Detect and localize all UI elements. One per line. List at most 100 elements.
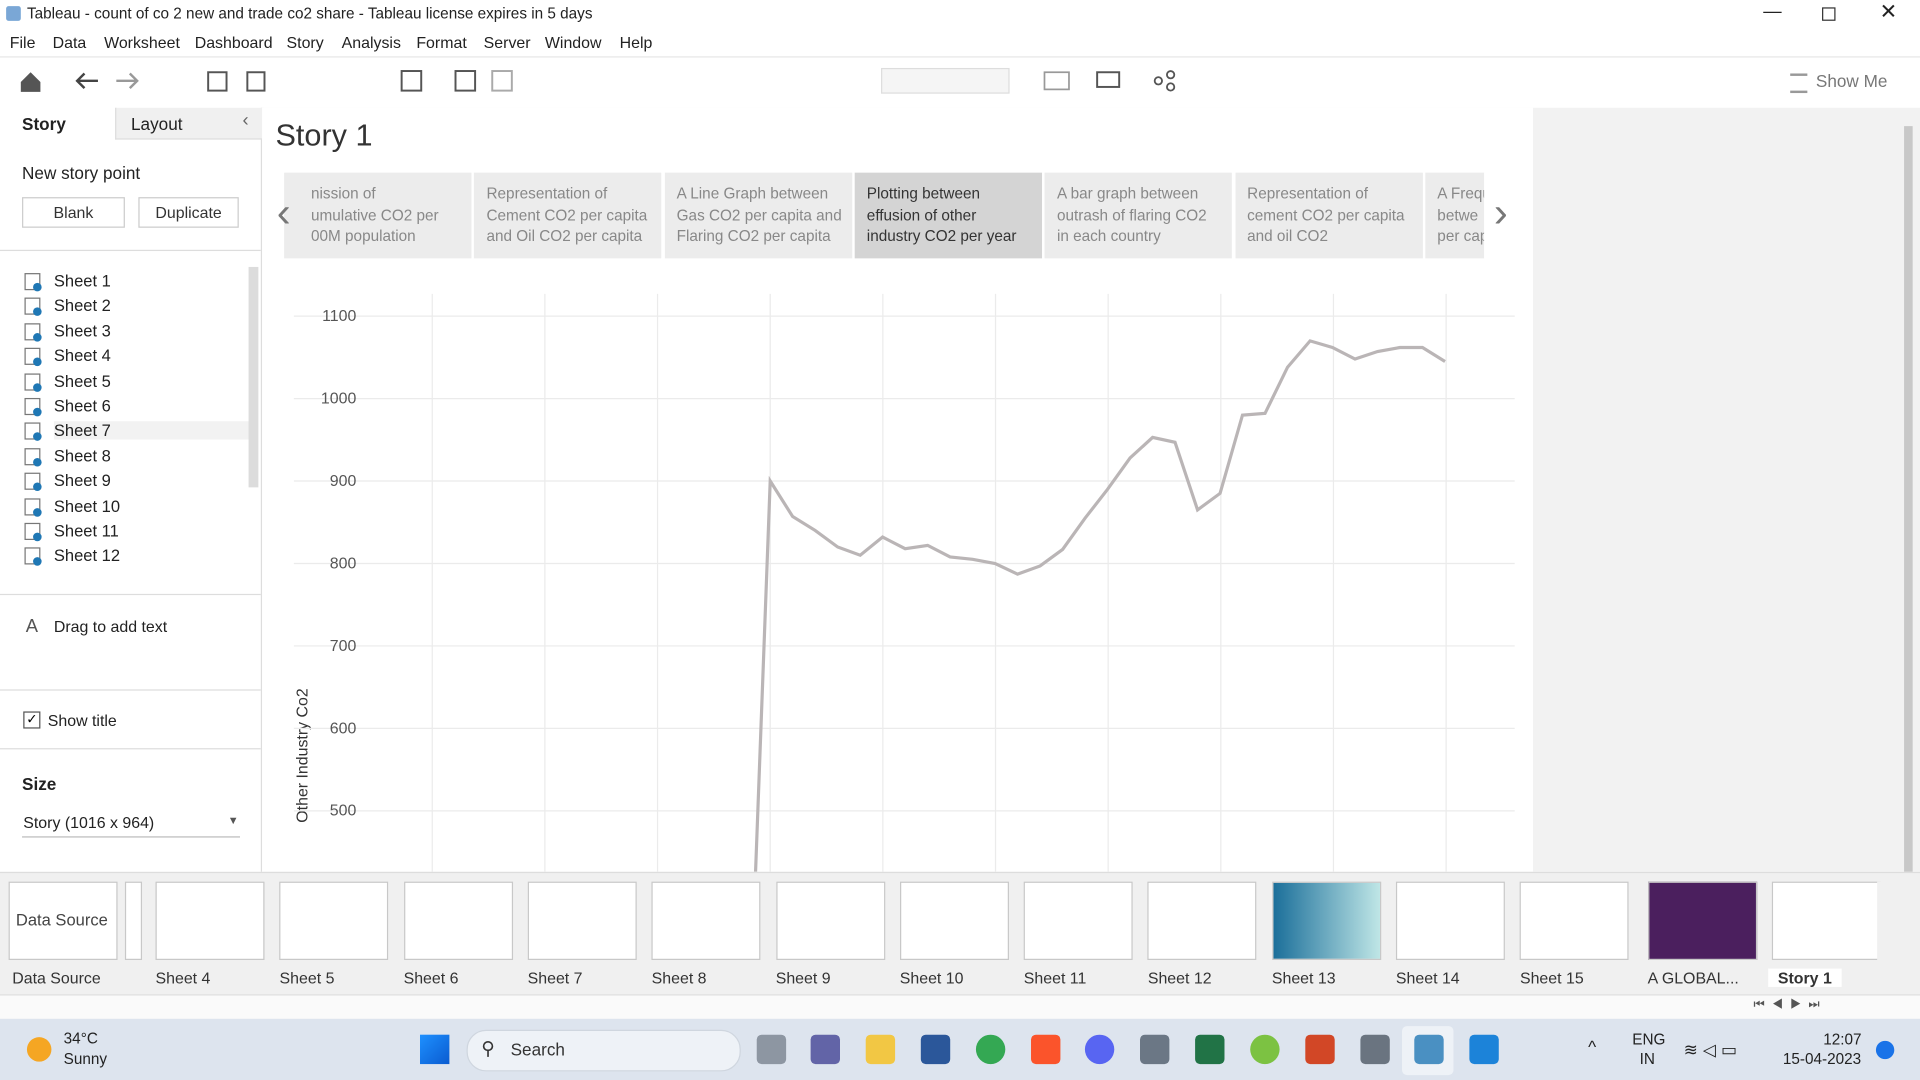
tableau[interactable] [1414, 1034, 1444, 1065]
taskbar [0, 1018, 1920, 1080]
show-me[interactable]: Show Me [1815, 71, 1888, 91]
y-tick-label: 700 [330, 638, 357, 655]
size-value[interactable]: Story (1016 x 964) [23, 813, 155, 832]
story-point[interactable]: A Frequ betwe per cap [1425, 172, 1485, 259]
discord[interactable] [1084, 1034, 1115, 1065]
cards-icon[interactable] [1043, 71, 1070, 91]
menu-item[interactable]: Format [416, 33, 467, 52]
show-me-icon [1790, 73, 1808, 94]
sheet-item[interactable]: Sheet 9 [53, 471, 111, 491]
divider [0, 593, 261, 596]
teams[interactable] [810, 1034, 840, 1065]
data-source-thumb[interactable] [8, 881, 118, 960]
story-point[interactable]: nission of umulative CO2 per 00M populatio… [284, 172, 472, 259]
sheet-item[interactable]: Sheet 3 [53, 321, 111, 341]
explorer[interactable] [865, 1034, 896, 1065]
duplicate-icon[interactable] [454, 70, 477, 92]
sheet-item[interactable]: Sheet 2 [53, 296, 111, 316]
sheet-check [33, 532, 42, 542]
sheet-item[interactable]: Sheet 10 [53, 496, 121, 516]
collapse-pane[interactable]: ‹ [242, 110, 249, 132]
drag-text[interactable]: Drag to add text [53, 617, 168, 636]
menu-item[interactable]: Analysis [341, 33, 401, 52]
sheet-item[interactable]: Sheet 8 [53, 446, 111, 466]
menu-item[interactable]: Story [286, 33, 324, 52]
chrome[interactable] [975, 1034, 1006, 1065]
size-label: Size [22, 773, 57, 794]
app-icon [6, 6, 21, 21]
y-tick-label: 600 [330, 720, 357, 737]
start-button[interactable] [420, 1034, 450, 1065]
menu-item[interactable]: Server [483, 33, 531, 52]
story-tab[interactable]: Story [22, 113, 66, 134]
next-arrow[interactable]: › [1493, 189, 1508, 237]
menu-bar: File Data Worksheet Dashboard Story Analysis F… [0, 27, 1920, 56]
weather: Sunny [63, 1050, 108, 1068]
menu-item[interactable]: Window [544, 33, 602, 52]
restore[interactable] [1822, 7, 1836, 21]
story-point[interactable]: Representation of cement CO2 per capita an… [1234, 172, 1423, 259]
blank-button[interactable]: Blank [22, 197, 125, 228]
presentation-icon[interactable] [1096, 71, 1121, 88]
close[interactable]: ✕ [1879, 0, 1898, 24]
tray-arrow[interactable]: ^ [1588, 1037, 1597, 1057]
sheet-item[interactable]: Sheet 1 [53, 271, 111, 291]
menu-item[interactable]: Worksheet [104, 33, 180, 52]
clear-icon[interactable] [491, 70, 513, 92]
checkbox[interactable]: ✓ [23, 711, 41, 729]
app[interactable] [1250, 1034, 1280, 1065]
story-point[interactable]: A Line Graph between Gas CO2 per capita a… [664, 172, 852, 259]
menu-item[interactable]: Data [52, 33, 87, 52]
sheet-item[interactable]: Sheet 7 [53, 421, 250, 441]
powerpoint[interactable] [1305, 1034, 1335, 1065]
menu-item[interactable]: File [9, 33, 36, 52]
prev-arrow[interactable]: ‹ [276, 189, 291, 237]
search-box[interactable] [466, 1029, 741, 1072]
brave[interactable] [1031, 1034, 1061, 1065]
divider [0, 249, 261, 252]
story-point-line: industry CO2 per year [866, 227, 1017, 245]
story-point[interactable]: Plotting between effusion of other industr… [854, 172, 1042, 259]
new-sheet-icon[interactable] [400, 70, 423, 92]
nav-buttons[interactable]: ⏮◀▶⏭ [1753, 997, 1827, 1012]
sheet-item[interactable]: Sheet 6 [53, 396, 111, 416]
redo-icon[interactable] [116, 72, 139, 90]
sheet-item[interactable]: Sheet 11 [53, 521, 119, 540]
app[interactable] [1469, 1034, 1499, 1065]
fit-dropdown[interactable] [881, 67, 1010, 94]
temperature: 34°C [63, 1029, 98, 1047]
tray-icons[interactable]: ≋◁▭ [1683, 1039, 1743, 1060]
task-view[interactable] [756, 1034, 787, 1065]
notification[interactable] [1875, 1040, 1895, 1060]
dropdown-arrow[interactable]: ▼ [227, 814, 239, 827]
calculator[interactable] [1360, 1034, 1390, 1065]
story-points: nission of umulative CO2 per 00M populatio… [284, 0, 1485, 269]
save-icon[interactable] [207, 71, 228, 92]
undo-icon[interactable] [75, 72, 98, 90]
menu-item[interactable]: Dashboard [194, 33, 273, 52]
share-icon[interactable] [1153, 76, 1163, 86]
sheet-check [33, 507, 42, 517]
y-tick-label: 1000 [321, 390, 357, 407]
layout-tab[interactable]: Layout [131, 113, 183, 134]
story-point[interactable]: A bar graph between outrash of flaring CO… [1044, 172, 1233, 259]
new-data-icon[interactable] [246, 71, 266, 92]
sheet-item[interactable]: Sheet 12 [53, 546, 121, 565]
line-chart: Other Industry Co2 500 600 700 800 900 1000 11… [293, 293, 1515, 872]
divider [0, 748, 261, 750]
sheet-item[interactable]: Sheet 4 [53, 346, 111, 366]
camera[interactable] [1140, 1034, 1170, 1065]
story-point[interactable]: Representation of Cement CO2 per capita an… [474, 172, 662, 259]
duplicate-button[interactable]: Duplicate [138, 197, 239, 228]
story-point-line: effusion of other [866, 206, 977, 224]
menu-item[interactable]: Help [619, 33, 653, 52]
sheet-check [33, 282, 42, 292]
home-icon[interactable] [20, 72, 41, 92]
show-title[interactable]: Show title [47, 711, 117, 730]
sheet-item[interactable]: Sheet 5 [53, 371, 111, 391]
minimize[interactable]: — [1763, 1, 1782, 23]
excel[interactable] [1195, 1034, 1225, 1065]
y-axis-title: Other Industry Co2 [294, 688, 311, 823]
word[interactable] [920, 1034, 951, 1065]
